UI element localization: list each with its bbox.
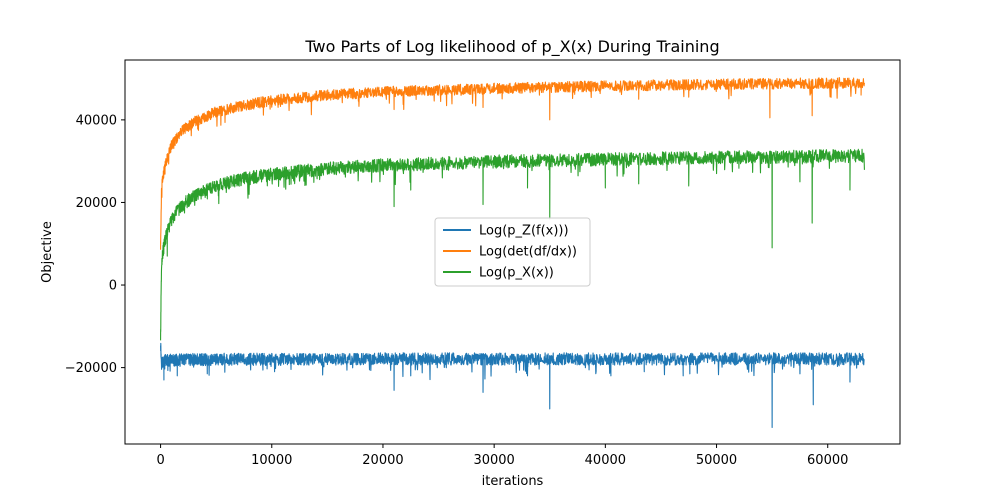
series-line: [160, 342, 865, 429]
y-tick-label: 0: [109, 279, 117, 294]
legend-box: [434, 217, 591, 287]
y-axis-label: Objective: [40, 221, 55, 283]
plot-area-frame: [124, 59, 901, 445]
x-axis: 0 10000 20000 30000 40000 50000 60000: [156, 444, 848, 468]
y-tick-label: 40000: [76, 113, 117, 128]
legend-label: Log(det(df/dx)): [479, 245, 577, 260]
legend: Log(p_Z(f(x))) Log(det(df/dx)) Log(p_X(x)): [434, 217, 591, 287]
y-axis: −20000 0 20000 40000: [65, 113, 125, 376]
series-line: [160, 77, 865, 250]
legend-label: Log(p_Z(f(x))): [479, 224, 569, 239]
x-tick-label: 40000: [585, 453, 626, 468]
x-tick-label: 10000: [251, 453, 292, 468]
x-tick-label: 30000: [473, 453, 514, 468]
y-tick-label: −20000: [65, 361, 117, 376]
x-tick-label: 0: [156, 453, 164, 468]
x-tick-label: 20000: [362, 453, 403, 468]
x-tick-label: 50000: [696, 453, 737, 468]
series-layer: [160, 77, 865, 429]
y-tick-label: 20000: [76, 196, 117, 211]
x-tick-label: 60000: [807, 453, 848, 468]
x-axis-label: iterations: [482, 474, 544, 489]
legend-label: Log(p_X(x)): [479, 266, 554, 281]
chart-title: Two Parts of Log likelihood of p_X(x) Du…: [304, 37, 719, 57]
series-line: [160, 148, 865, 341]
